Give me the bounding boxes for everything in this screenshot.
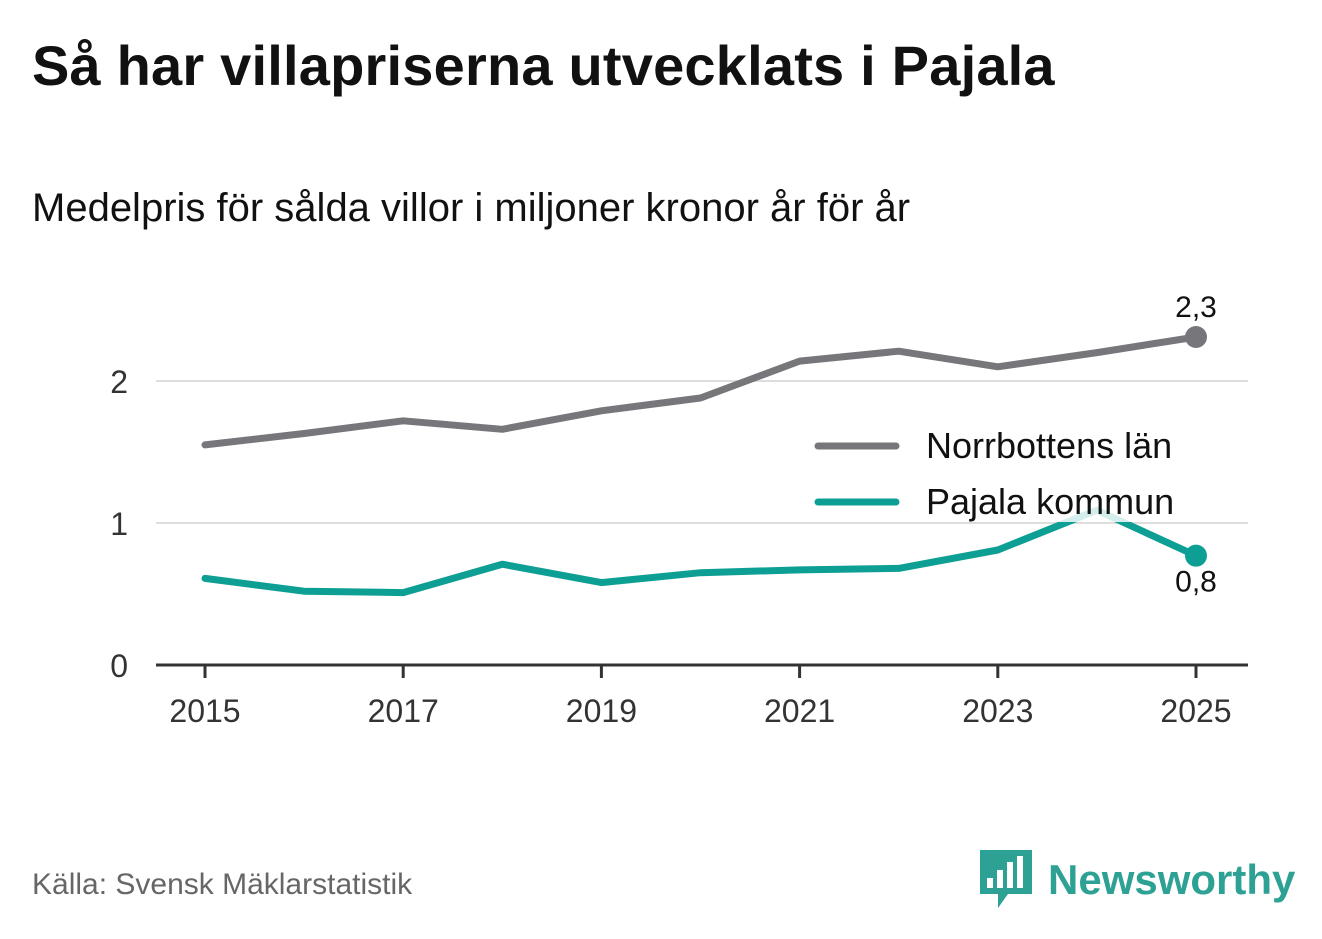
y-tick-label: 2 — [110, 364, 128, 400]
end-value-label: 0,8 — [1175, 566, 1217, 599]
series-line-pajala-kommun — [201, 506, 1200, 597]
y-tick-label: 1 — [110, 506, 128, 542]
end-labels: 2,3 0,8 — [1175, 291, 1217, 599]
x-tick-label: 2015 — [169, 693, 240, 729]
end-marker-norrbottens-l-n — [1185, 325, 1207, 348]
series-lines — [201, 325, 1207, 597]
x-tick-label: 2023 — [962, 693, 1033, 729]
x-tick-label: 2025 — [1160, 693, 1231, 729]
end-value-label: 2,3 — [1175, 291, 1217, 324]
axes: 0 1 2 2015 2017 2019 2021 2023 2025 — [110, 364, 1248, 729]
end-marker-pajala-kommun — [1185, 544, 1207, 567]
series-line-norrbottens-l-n — [201, 333, 1200, 449]
x-tick-label: 2017 — [368, 693, 439, 729]
source-note: Källa: Svensk Mäklarstatistik — [32, 868, 413, 901]
legend-label: Norrbottens län — [926, 425, 1172, 466]
x-tick-label: 2021 — [764, 693, 835, 729]
x-tick-label: 2019 — [566, 693, 637, 729]
bar-chart-speech-bubble-icon — [980, 850, 1032, 908]
y-tick-label: 0 — [110, 648, 128, 684]
chart-title: Så har villapriserna utvecklats i Pajala — [32, 34, 1055, 97]
chart-subtitle: Medelpris för sålda villor i miljoner kr… — [32, 186, 911, 230]
newsworthy-brand: Newsworthy — [980, 848, 1295, 912]
legend: Norrbottens län Pajala kommun — [804, 416, 1224, 522]
legend-label: Pajala kommun — [926, 481, 1174, 522]
brand-name: Newsworthy — [1048, 856, 1296, 903]
